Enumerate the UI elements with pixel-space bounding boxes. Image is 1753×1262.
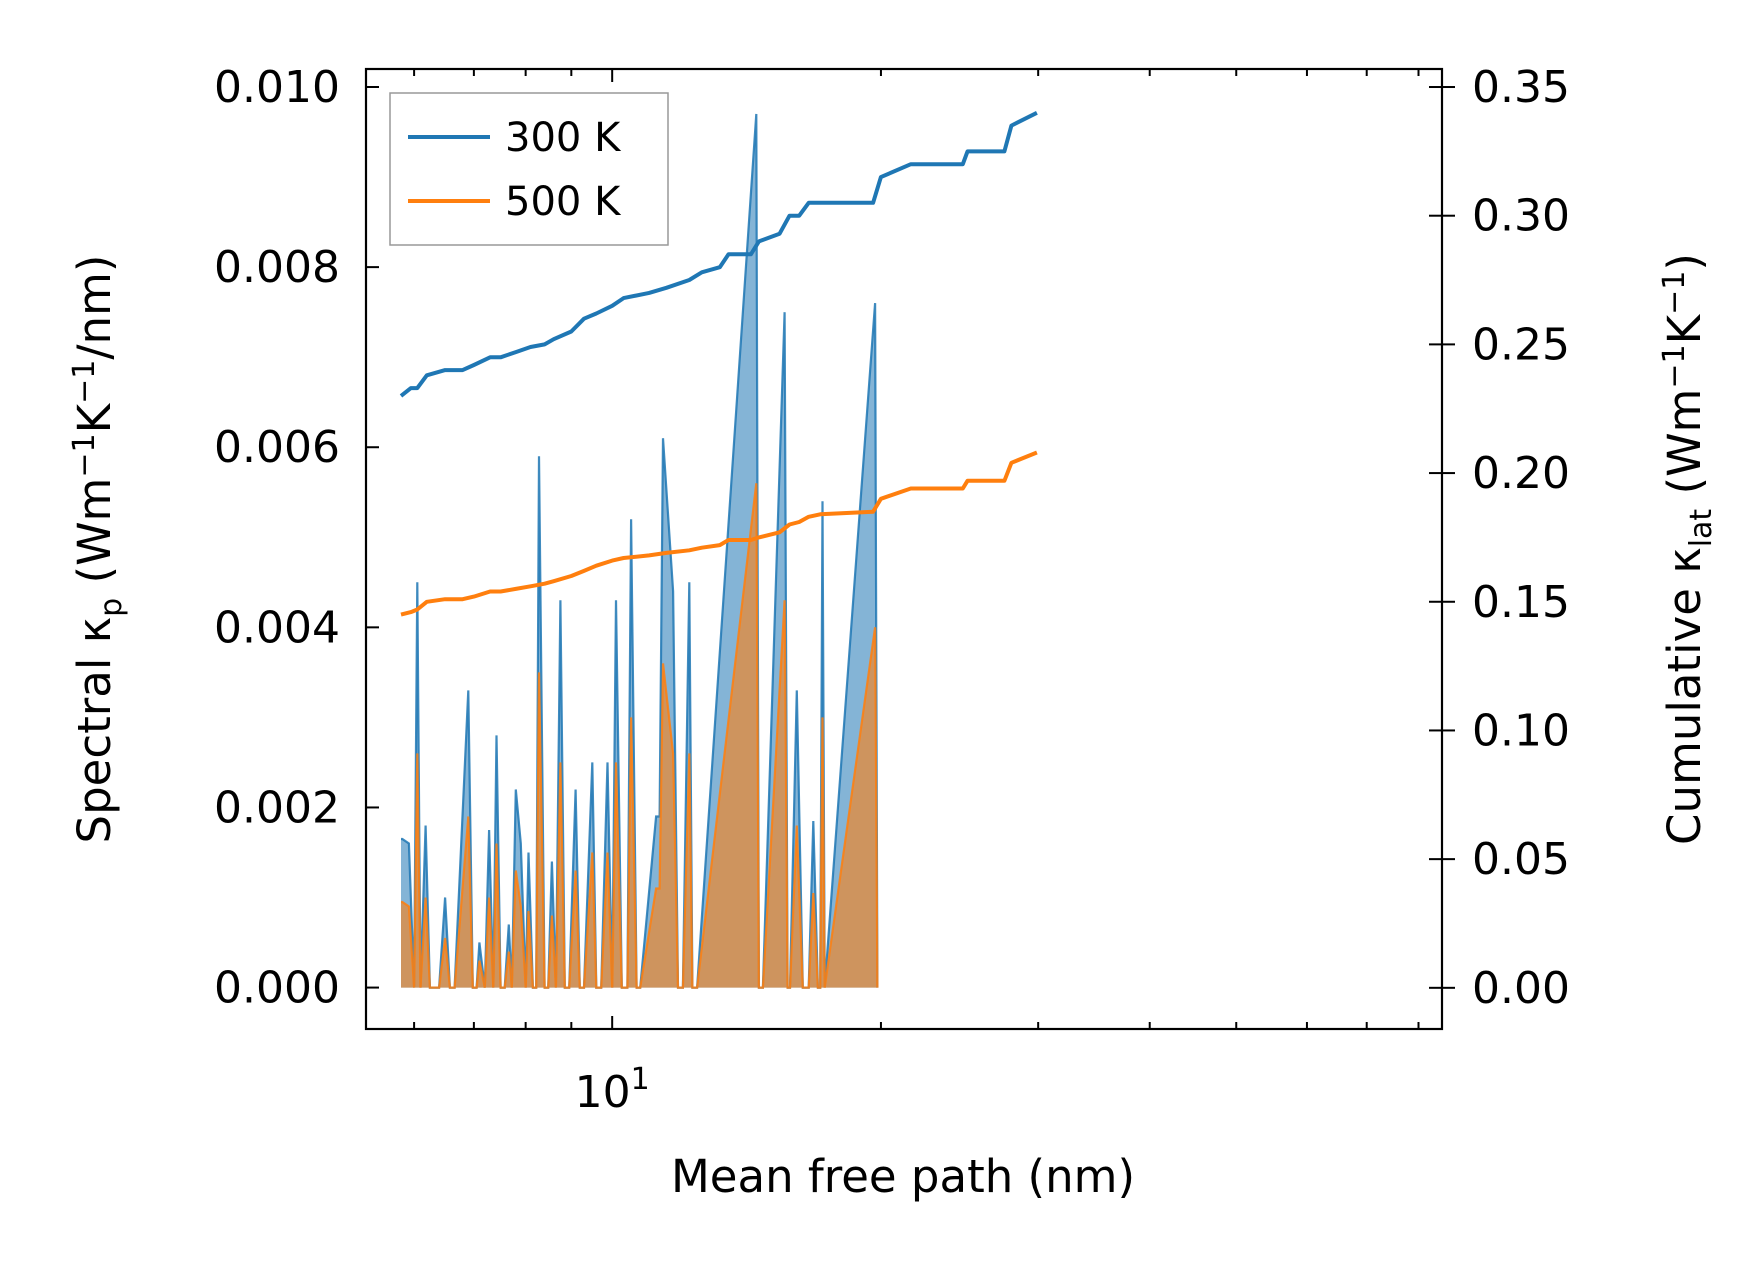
left-label-units: (Wm [68,478,121,598]
x-axis-label: Mean free path (nm) [671,1150,1135,1203]
legend-box [389,92,669,246]
right-label-tail: ) [1658,253,1711,271]
legend-label-300k: 300 K [505,115,622,161]
right-label-main: Cumulative κ [1658,547,1711,845]
right-label-exp1: −1 [1657,344,1692,388]
right-tick-label: 0.00 [1472,963,1570,1014]
spectral-area-500k [401,483,878,988]
left-tick-label: 0.010 [214,62,340,113]
right-axis-label: Cumulative κlat (Wm−1K−1) [1657,253,1719,845]
spectral-area-300k [401,114,878,988]
right-label-sub: lat [1684,509,1719,548]
x-tick-label: 101 [575,1062,650,1118]
left-label-tail: /nm) [68,255,121,360]
left-tick-label: 0.000 [214,963,340,1014]
right-tick-label: 0.35 [1472,62,1570,113]
right-label-units: (Wm [1658,389,1711,509]
cumulative-series-layer [399,111,1038,617]
spectral-line-500k [401,483,879,989]
right-label-exp2: −1 [1657,271,1692,315]
right-tick-label: 0.20 [1472,448,1570,499]
left-axis-ticks: 0.000 0.002 0.004 0.006 0.008 0.010 [214,62,379,1014]
left-tick-label: 0.006 [214,422,340,473]
plot-frame [364,67,1444,1031]
left-label-exp1: −1 [67,433,102,477]
spectral-line-300k [401,113,879,989]
left-label-sub: p [94,598,129,617]
x-tick-label-exponent: 1 [631,1062,650,1097]
right-tick-label: 0.05 [1472,834,1570,885]
left-tick-label: 0.004 [214,602,340,653]
left-label-main: Spectral κ [68,617,121,844]
cumulative-line-500k [400,450,1038,617]
right-tick-label: 0.25 [1472,319,1570,370]
right-tick-label: 0.15 [1472,577,1570,628]
left-tick-label: 0.008 [214,242,340,293]
left-axis-label: Spectral κp (Wm−1K−1/nm) [67,255,129,844]
legend: 300 K 500 K [389,92,669,246]
left-label-k: K [68,402,121,433]
left-label-exp2: −1 [67,360,102,404]
legend-label-500k: 500 K [505,179,622,225]
spectral-series-layer [401,113,879,989]
right-label-k: K [1658,313,1711,344]
right-tick-label: 0.30 [1472,191,1570,242]
cumulative-line-300k [399,111,1038,398]
x-tick-label-base: 10 [575,1067,631,1118]
x-axis-ticks: 101 [413,69,1420,1118]
right-axis-ticks: 0.00 0.05 0.10 0.15 0.20 0.25 0.30 0.35 [1429,62,1570,1014]
left-tick-label: 0.002 [214,782,340,833]
right-tick-label: 0.10 [1472,705,1570,756]
